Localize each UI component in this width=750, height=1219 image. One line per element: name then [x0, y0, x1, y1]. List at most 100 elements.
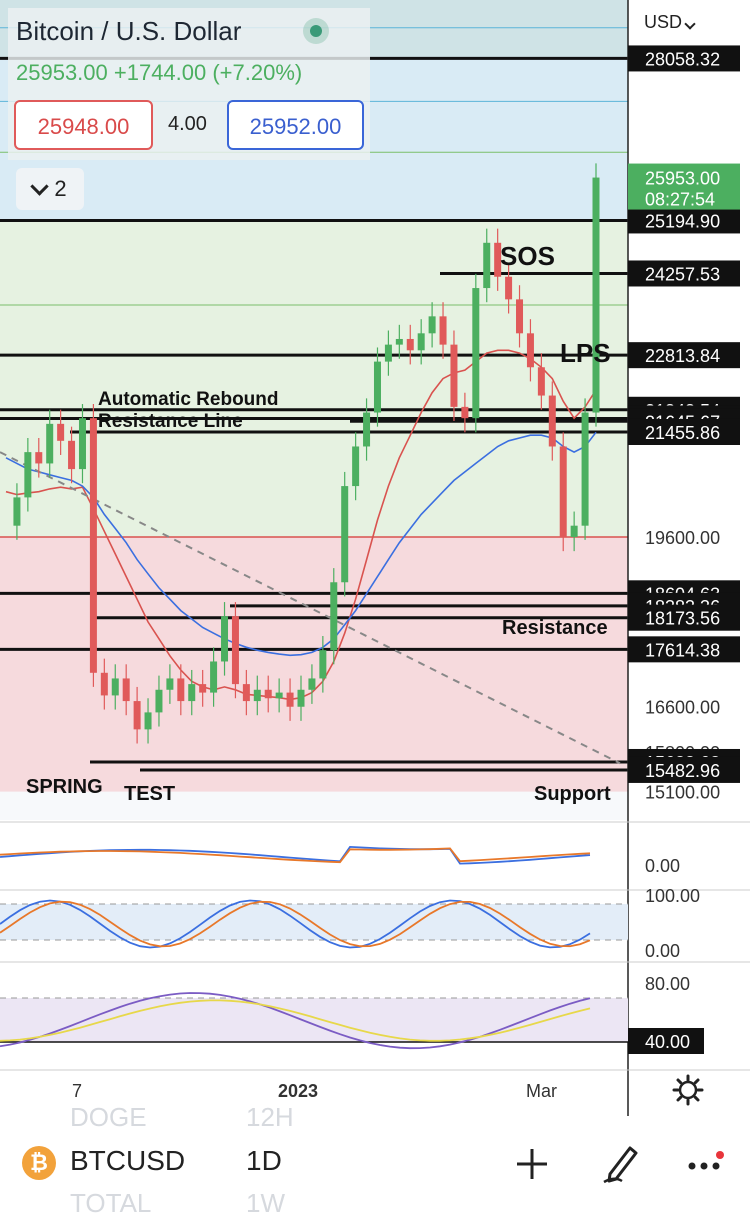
- candle-body: [428, 316, 436, 334]
- candle-body: [286, 692, 294, 707]
- candle-body: [395, 338, 403, 345]
- level-price-tag: [628, 604, 740, 631]
- candle-body: [384, 344, 392, 362]
- candle-body: [144, 712, 152, 730]
- add-icon[interactable]: [514, 1146, 550, 1182]
- pane-tick: 80.00: [645, 974, 690, 994]
- pane-tick: 100.00: [645, 886, 700, 906]
- candle-body: [352, 446, 360, 487]
- candle-body: [319, 650, 327, 679]
- pane-tick: 40.00: [645, 1032, 690, 1052]
- candle-body: [483, 242, 491, 289]
- price-tick: 15100.00: [645, 783, 720, 803]
- candle-body: [526, 333, 534, 368]
- bottom-toolbar: [0, 1116, 750, 1200]
- level-price-tag: [628, 636, 740, 663]
- level-price-tag: [628, 756, 740, 783]
- rsi-line: [0, 992, 591, 1050]
- candle-body: [537, 367, 545, 396]
- market-open-icon: [303, 18, 329, 44]
- candle-body: [68, 440, 76, 470]
- candle-body: [570, 525, 578, 537]
- candle-body: [111, 678, 119, 696]
- candle-body: [133, 701, 141, 730]
- chart-annotation: SOS: [500, 241, 555, 271]
- candle-body: [494, 242, 502, 277]
- candle-body: [166, 678, 174, 690]
- level-price-tag: [628, 342, 740, 369]
- candle-body: [78, 418, 86, 470]
- ghost-tf-next: 1W: [246, 1188, 285, 1218]
- candle-body: [155, 689, 163, 713]
- candle-body: [297, 689, 305, 707]
- candle-body: [308, 678, 316, 690]
- candle-body: [516, 299, 524, 334]
- candle-body: [199, 684, 207, 693]
- currency-label: USD: [644, 12, 683, 32]
- current-price-label: 25953.00: [645, 169, 720, 189]
- candle-body: [242, 684, 250, 702]
- level-price-label: 28058.32: [645, 49, 720, 69]
- drawing-tools-icon[interactable]: [600, 1140, 644, 1184]
- timeframe-picker[interactable]: 1D: [246, 1145, 282, 1176]
- chart-annotation: SPRING: [26, 776, 103, 798]
- sell-button[interactable]: 25948.00: [14, 100, 153, 150]
- symbol-picker[interactable]: BTCUSD: [70, 1145, 186, 1176]
- candle-body: [363, 412, 371, 447]
- chart-annotation: TEST: [124, 783, 175, 805]
- candle-body: [341, 486, 349, 583]
- currency-selector[interactable]: USD: [644, 12, 696, 33]
- ma-line-slow: [5, 431, 597, 657]
- candle-body: [188, 684, 196, 702]
- macd-line: [0, 845, 591, 865]
- buy-button[interactable]: 25952.00: [227, 100, 364, 150]
- stoch-k-line: [0, 899, 591, 949]
- price-tick: 19600.00: [645, 528, 720, 548]
- price-tick: 16600.00: [645, 698, 720, 718]
- symbol-title[interactable]: Bitcoin / U.S. Dollar: [16, 16, 242, 46]
- chart-annotation: Automatic Rebound: [98, 389, 279, 410]
- time-tick: 2023: [278, 1081, 318, 1101]
- candle-body: [373, 361, 381, 413]
- candle-body: [505, 276, 513, 300]
- level-price-label: 25194.90: [645, 211, 720, 231]
- level-price-label: 22813.84: [645, 346, 720, 366]
- candle-body: [406, 338, 414, 351]
- candle-body: [417, 333, 425, 351]
- chevron-down-icon: [684, 18, 696, 30]
- stoch-band: [0, 904, 628, 940]
- level-price-label: 15482.96: [645, 761, 720, 781]
- ghost-symbol-prev: DOGE: [70, 1102, 147, 1132]
- current-price-tag: [628, 163, 740, 210]
- indicators-collapse-button[interactable]: 2: [16, 168, 84, 210]
- rsi-ma-line: [0, 999, 591, 1042]
- indicator-count: 2: [54, 176, 67, 201]
- more-icon[interactable]: [686, 1150, 726, 1180]
- level-price-tag: [628, 418, 740, 445]
- candle-body: [264, 689, 272, 699]
- candle-body: [57, 423, 65, 441]
- candle-body: [275, 692, 283, 699]
- pane-tick: 0.00: [645, 941, 680, 961]
- chart-annotation: LPS: [560, 338, 611, 368]
- candle-body: [592, 177, 600, 413]
- candle-body: [450, 344, 458, 407]
- level-price-label: 21455.86: [645, 423, 720, 443]
- candle-timer-label: 08:27:54: [645, 190, 715, 210]
- gear-icon[interactable]: [672, 1074, 704, 1106]
- level-price-tag: [628, 207, 740, 234]
- price-change: 25953.00 +1744.00 (+7.20%): [16, 60, 303, 85]
- chart-annotation: Resistance Line: [98, 411, 243, 432]
- pane-tick: 0.00: [645, 856, 680, 876]
- rsi-band: [0, 998, 628, 1042]
- candle-body: [46, 423, 54, 464]
- candle-body: [13, 497, 21, 526]
- candle-body: [24, 452, 32, 498]
- chart-annotation: Support: [534, 783, 611, 805]
- candle-body: [439, 316, 447, 345]
- candle-body: [472, 288, 480, 419]
- level-price-label: 18173.56: [645, 609, 720, 629]
- chevron-down-icon: [30, 176, 50, 196]
- chart-annotation: Resistance: [502, 617, 608, 639]
